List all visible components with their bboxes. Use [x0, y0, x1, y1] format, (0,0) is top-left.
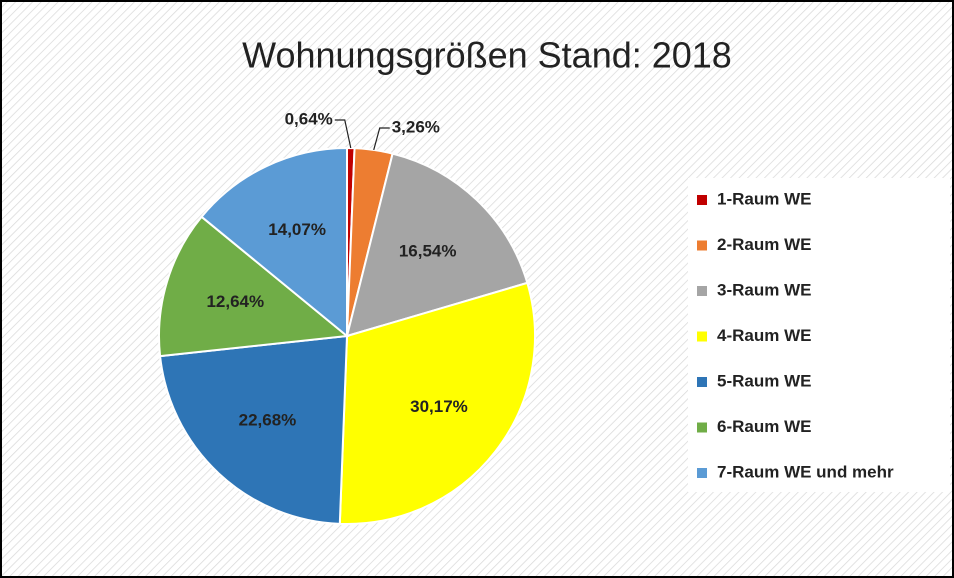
legend-swatch — [697, 195, 707, 205]
pie-slice — [158, 334, 349, 525]
legend-swatch — [697, 468, 707, 478]
legend-label: 6-Raum WE — [717, 417, 811, 436]
data-label: 0,64% — [285, 109, 333, 128]
legend-swatch — [697, 286, 707, 296]
data-label: 16,54% — [399, 241, 457, 260]
pie-slice — [345, 152, 529, 338]
legend-swatch — [697, 422, 707, 433]
pie-slice — [338, 281, 536, 525]
pie-slice — [200, 146, 348, 339]
data-label: 22,68% — [239, 411, 297, 430]
legend-label: 2-Raum WE — [717, 235, 811, 254]
legend-box — [688, 178, 950, 492]
legend-label: 4-Raum WE — [717, 326, 811, 345]
leader-line — [373, 127, 390, 151]
legend-swatch — [697, 377, 707, 387]
chart-title: Wohnungsgrößen Stand: 2018 — [242, 35, 732, 76]
data-label: 3,26% — [392, 117, 440, 136]
legend-label: 5-Raum WE — [717, 371, 811, 390]
pie-slice — [158, 215, 350, 358]
legend-swatch — [697, 240, 707, 251]
legend-swatch — [697, 331, 707, 342]
legend-label: 1-Raum WE — [717, 189, 811, 208]
leader-line — [334, 119, 352, 149]
legend-label: 7-Raum WE und mehr — [717, 462, 894, 481]
data-label: 30,17% — [410, 397, 468, 416]
legend-label: 3-Raum WE — [717, 280, 811, 299]
data-label: 12,64% — [206, 292, 264, 311]
data-label: 14,07% — [268, 220, 326, 239]
